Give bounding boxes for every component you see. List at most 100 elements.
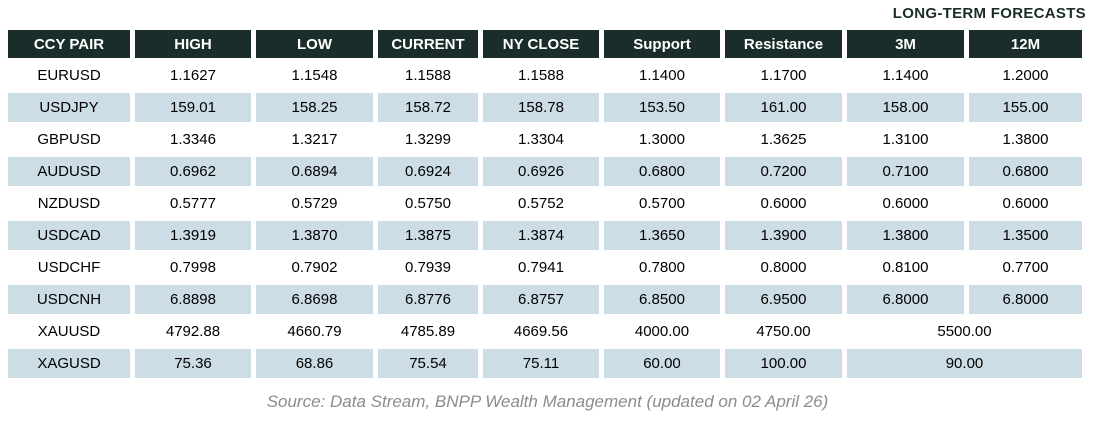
value-cell: 60.00 [604,349,720,378]
value-cell: 6.8500 [604,285,720,314]
value-cell: 158.72 [378,93,478,122]
value-cell: 1.3919 [135,221,251,250]
value-cell: 6.9500 [725,285,842,314]
value-cell: 1.3346 [135,125,251,154]
table-row-audusd: AUDUSD 0.6962 0.6894 0.6924 0.6926 0.6800 0.72… [8,157,1082,186]
value-cell: 4750.00 [725,317,842,346]
value-cell: 0.6894 [256,157,373,186]
pair-cell: USDCNH [8,285,130,314]
value-cell: 6.8898 [135,285,251,314]
page-title: LONG-TERM FORECASTS [892,5,1086,22]
value-cell: 6.8000 [847,285,964,314]
column-header-low: LOW [256,30,373,58]
value-cell: 0.8100 [847,253,964,282]
table-row-xagusd: XAGUSD 75.36 68.86 75.54 75.11 60.00 100.00 90.… [8,349,1082,378]
value-cell: 4000.00 [604,317,720,346]
value-cell: 0.7941 [483,253,599,282]
value-cell: 1.3875 [378,221,478,250]
pair-cell: USDCAD [8,221,130,250]
value-cell: 0.5752 [483,189,599,218]
table-row-xauusd: XAUUSD 4792.88 4660.79 4785.89 4669.56 4000.0… [8,317,1082,346]
value-cell: 4669.56 [483,317,599,346]
value-cell: 0.6926 [483,157,599,186]
value-cell: 161.00 [725,93,842,122]
value-cell: 1.1588 [378,61,478,90]
table-row-usdcad: USDCAD 1.3919 1.3870 1.3875 1.3874 1.3650 1.39… [8,221,1082,250]
value-cell: 75.36 [135,349,251,378]
value-cell: 158.78 [483,93,599,122]
value-cell: 0.7200 [725,157,842,186]
value-cell: 1.3650 [604,221,720,250]
value-cell: 1.3625 [725,125,842,154]
value-cell: 6.8757 [483,285,599,314]
forecast-table: CCY PAIR HIGH LOW CURRENT NY CLOSE Support Res… [3,27,1087,381]
value-cell: 0.7902 [256,253,373,282]
value-cell: 0.5700 [604,189,720,218]
value-cell: 4792.88 [135,317,251,346]
value-cell: 0.5729 [256,189,373,218]
value-cell: 1.3870 [256,221,373,250]
value-cell: 0.6962 [135,157,251,186]
table-row-nzdusd: NZDUSD 0.5777 0.5729 0.5750 0.5752 0.5700 0.60… [8,189,1082,218]
column-header-ccy-pair: CCY PAIR [8,30,130,58]
value-cell: 0.6800 [604,157,720,186]
value-cell: 4785.89 [378,317,478,346]
value-cell: 0.7939 [378,253,478,282]
source-note: Source: Data Stream, BNPP Wealth Managem… [266,392,829,411]
value-cell: 1.2000 [969,61,1082,90]
value-cell: 1.1588 [483,61,599,90]
table-row-usdjpy: USDJPY 159.01 158.25 158.72 158.78 153.50 161.… [8,93,1082,122]
value-cell: 6.8000 [969,285,1082,314]
column-header-ny-close: NY CLOSE [483,30,599,58]
value-cell: 75.54 [378,349,478,378]
table-body: EURUSD 1.1627 1.1548 1.1588 1.1588 1.1400 1.17… [8,61,1082,378]
value-cell: 158.25 [256,93,373,122]
column-header-current: CURRENT [378,30,478,58]
value-cell: 1.3304 [483,125,599,154]
column-header-12m: 12M [969,30,1082,58]
pair-cell: XAUUSD [8,317,130,346]
value-cell: 1.3900 [725,221,842,250]
table-row-eurusd: EURUSD 1.1627 1.1548 1.1588 1.1588 1.1400 1.17… [8,61,1082,90]
table-row-usdchf: USDCHF 0.7998 0.7902 0.7939 0.7941 0.7800 0.80… [8,253,1082,282]
value-cell: 1.3299 [378,125,478,154]
pair-cell: NZDUSD [8,189,130,218]
value-cell: 1.3000 [604,125,720,154]
value-cell: 1.3874 [483,221,599,250]
table-row-usdcnh: USDCNH 6.8898 6.8698 6.8776 6.8757 6.8500 6.95… [8,285,1082,314]
column-header-high: HIGH [135,30,251,58]
value-cell: 153.50 [604,93,720,122]
value-cell: 1.3800 [969,125,1082,154]
value-cell: 0.7998 [135,253,251,282]
pair-cell: USDCHF [8,253,130,282]
pair-cell: USDJPY [8,93,130,122]
value-cell: 4660.79 [256,317,373,346]
value-cell: 0.7700 [969,253,1082,282]
merged-forecast-cell: 5500.00 [847,317,1082,346]
pair-cell: EURUSD [8,61,130,90]
value-cell: 0.6800 [969,157,1082,186]
value-cell: 100.00 [725,349,842,378]
value-cell: 1.1548 [256,61,373,90]
value-cell: 6.8776 [378,285,478,314]
value-cell: 1.1400 [604,61,720,90]
column-header-support: Support [604,30,720,58]
value-cell: 0.5777 [135,189,251,218]
value-cell: 0.6000 [725,189,842,218]
value-cell: 0.6924 [378,157,478,186]
value-cell: 158.00 [847,93,964,122]
value-cell: 6.8698 [256,285,373,314]
table-row-gbpusd: GBPUSD 1.3346 1.3217 1.3299 1.3304 1.3000 1.36… [8,125,1082,154]
pair-cell: XAGUSD [8,349,130,378]
value-cell: 1.3500 [969,221,1082,250]
value-cell: 68.86 [256,349,373,378]
value-cell: 0.8000 [725,253,842,282]
pair-cell: GBPUSD [8,125,130,154]
column-header-resistance: Resistance [725,30,842,58]
value-cell: 1.3800 [847,221,964,250]
value-cell: 0.5750 [378,189,478,218]
value-cell: 155.00 [969,93,1082,122]
value-cell: 159.01 [135,93,251,122]
value-cell: 0.7800 [604,253,720,282]
